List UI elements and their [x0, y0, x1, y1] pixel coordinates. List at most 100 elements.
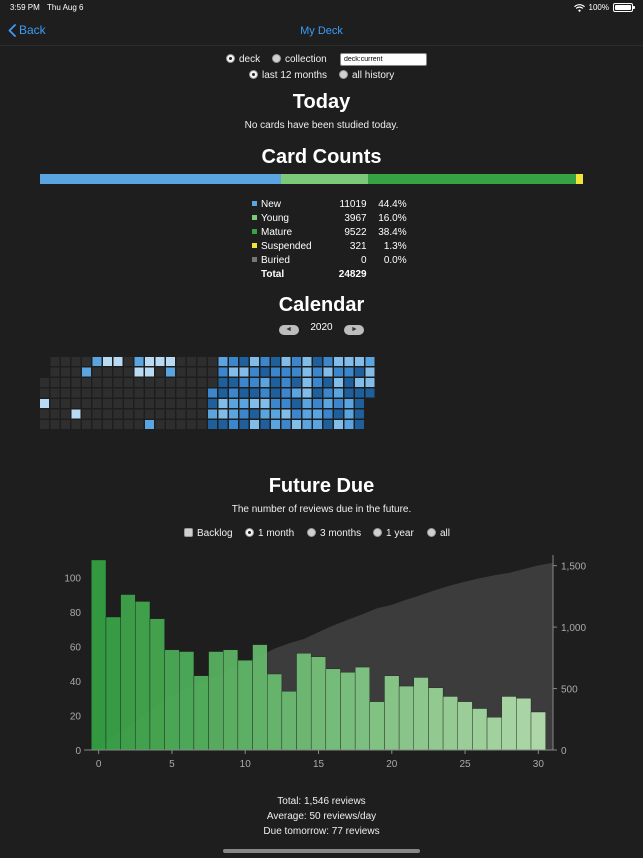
calendar-day-cell — [218, 409, 228, 419]
count-bar-segment-mature — [367, 174, 576, 184]
calendar-day-cell — [176, 357, 186, 366]
calendar-day-cell — [292, 357, 301, 366]
calendar-day-cell — [334, 399, 343, 408]
calendar-day-cell — [260, 420, 270, 429]
calendar-day-cell — [281, 399, 291, 408]
total-count: 24829 — [338, 268, 367, 280]
calendar-day-cell — [166, 420, 175, 429]
calendar-day-cell — [271, 420, 280, 429]
radio-all[interactable]: all — [427, 528, 450, 539]
calendar-day-cell — [271, 378, 280, 387]
bar-day-15 — [310, 656, 327, 751]
radio-1-year-label: 1 year — [386, 528, 414, 539]
calendar-day-cell — [197, 399, 207, 408]
radio-last-12-indicator — [249, 70, 258, 79]
calendar-day-cell — [155, 420, 165, 429]
count-row-suspended: Suspended 321 1.3% — [252, 240, 407, 254]
calendar-day-cell — [292, 409, 301, 419]
calendar-day-cell — [40, 388, 49, 398]
calendar-day-cell — [229, 357, 238, 366]
radio-1-month[interactable]: 1 month — [245, 528, 294, 539]
calendar-day-cell — [124, 399, 133, 408]
radio-collection[interactable]: collection — [272, 54, 327, 65]
calendar-day-cell — [334, 357, 343, 366]
calendar-day-cell — [218, 420, 228, 429]
calendar-day-cell — [260, 357, 270, 366]
calendar-day-cell — [344, 367, 354, 377]
bar-day-0 — [91, 559, 107, 751]
bar-day-13 — [281, 691, 297, 751]
x-tick-label: 10 — [240, 759, 252, 770]
y-tick-label: 80 — [70, 608, 82, 619]
calendar-day-cell — [344, 409, 354, 419]
calendar-day-cell — [113, 409, 123, 419]
calendar-day-cell — [134, 420, 144, 429]
radio-all-indicator — [427, 528, 436, 537]
back-label: Back — [19, 23, 46, 37]
x-tick-label: 15 — [313, 759, 325, 770]
radio-3-months[interactable]: 3 months — [307, 528, 361, 539]
calendar-day-cell — [134, 367, 144, 377]
calendar-day-cell — [92, 420, 102, 429]
future-due-subtitle: The number of reviews due in the future. — [231, 504, 412, 515]
count-percent: 38.4% — [378, 226, 407, 238]
calendar-day-cell — [155, 367, 165, 377]
calendar-day-cell — [323, 357, 333, 366]
calendar-prev-button[interactable]: ◄ — [278, 325, 299, 335]
calendar-day-cell — [302, 399, 312, 408]
count-value: 321 — [349, 240, 367, 252]
calendar-day-cell — [113, 388, 123, 398]
calendar-day-cell — [50, 420, 60, 429]
radio-all-history[interactable]: all history — [339, 70, 394, 81]
bar-day-5 — [164, 649, 180, 751]
calendar-day-cell — [103, 420, 112, 429]
calendar-day-cell — [281, 409, 291, 419]
back-button[interactable]: Back — [8, 23, 46, 37]
radio-deck-label: deck — [239, 54, 261, 65]
calendar-day-cell — [103, 388, 112, 398]
count-row-buried: Buried 0 0.0% — [252, 254, 407, 268]
calendar-day-cell — [344, 388, 354, 398]
bar-day-12 — [267, 673, 283, 751]
calendar-day-cell — [61, 357, 70, 366]
calendar-day-cell — [176, 378, 186, 387]
calendar-day-cell — [292, 420, 301, 429]
count-bar-segment-suspended — [575, 174, 583, 184]
backlog-checkbox[interactable]: Backlog — [184, 528, 233, 539]
radio-1-year[interactable]: 1 year — [373, 528, 414, 539]
calendar-day-cell — [50, 409, 60, 419]
calendar-day-cell — [250, 420, 259, 429]
calendar-day-cell — [155, 378, 165, 387]
radio-1-month-indicator — [245, 528, 254, 537]
radio-3-months-label: 3 months — [320, 528, 362, 539]
wifi-icon — [573, 3, 585, 12]
calendar-day-cell — [166, 378, 175, 387]
calendar-day-cell — [82, 378, 91, 387]
calendar-day-cell — [134, 357, 144, 366]
calendar-day-cell — [82, 357, 91, 366]
calendar-next-button[interactable]: ► — [344, 325, 365, 335]
calendar-day-cell — [229, 367, 238, 377]
calendar-day-cell — [239, 420, 249, 429]
calendar-day-cell — [218, 367, 228, 377]
calendar-day-cell — [239, 367, 249, 377]
card-counts-table: New 11019 44.4% Young 3967 16.0% Mature 9522 38.… — [252, 198, 407, 282]
bar-day-30 — [530, 711, 546, 751]
search-input[interactable] — [340, 53, 427, 66]
calendar-day-cell — [239, 357, 249, 366]
radio-deck[interactable]: deck — [226, 54, 260, 65]
calendar-day-cell — [313, 420, 322, 429]
calendar-day-cell — [271, 388, 280, 398]
calendar-day-cell — [313, 388, 322, 398]
calendar-day-cell — [313, 357, 322, 366]
calendar-day-cell — [292, 367, 301, 377]
calendar-day-cell — [355, 367, 364, 377]
radio-last-12-months[interactable]: last 12 months — [249, 70, 327, 81]
calendar-day-cell — [40, 420, 49, 429]
calendar-day-cell — [323, 367, 333, 377]
calendar-day-cell — [281, 388, 291, 398]
calendar-day-cell — [145, 388, 154, 398]
x-tick-label: 5 — [169, 759, 175, 770]
calendar-day-cell — [292, 399, 301, 408]
calendar-day-cell — [82, 409, 91, 419]
